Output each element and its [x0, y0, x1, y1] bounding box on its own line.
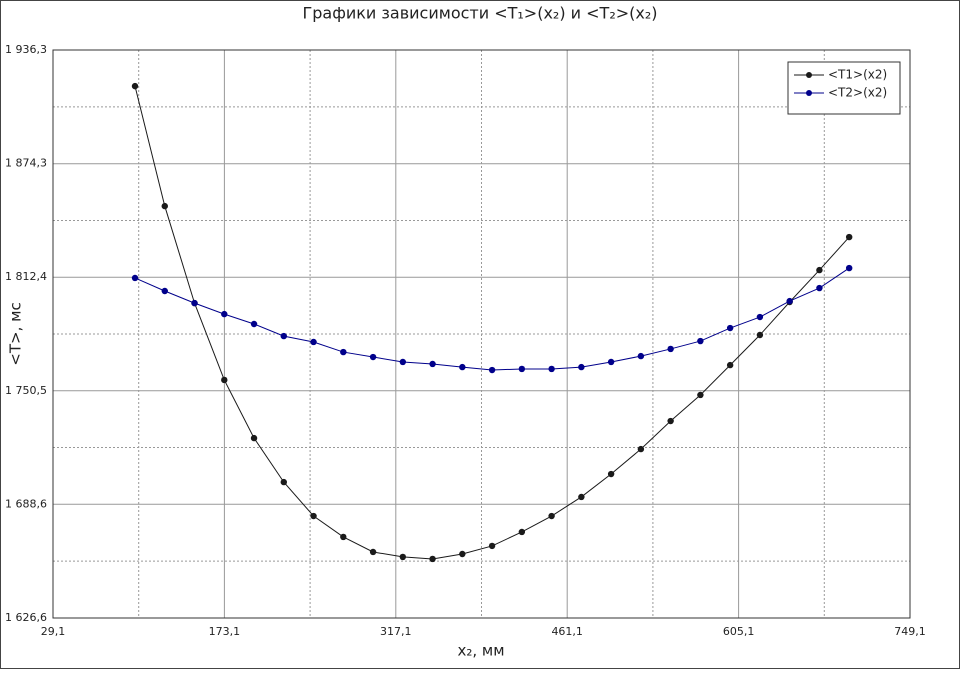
data-point [756, 331, 764, 339]
data-point [726, 324, 734, 332]
data-point [161, 287, 168, 295]
legend-marker [806, 90, 812, 96]
data-point [726, 361, 734, 369]
data-point [131, 274, 139, 282]
data-point [518, 365, 526, 373]
legend-label: <T1>(x2) [828, 68, 887, 82]
x-tick-label: 605,1 [723, 625, 755, 638]
data-point [340, 348, 347, 356]
data-point [756, 313, 764, 321]
data-point [637, 445, 645, 453]
y-tick-label: 1 750,5 [5, 384, 47, 397]
data-point [310, 338, 317, 346]
data-point [340, 533, 347, 541]
y-axis-label: <T>, мс [7, 302, 25, 365]
data-point [667, 417, 674, 425]
data-point [369, 548, 377, 556]
data-point [488, 542, 496, 550]
data-point [250, 434, 258, 442]
data-point [399, 553, 407, 561]
data-point [369, 353, 377, 361]
chart-title: Графики зависимости <T₁>(x₂) и <T₂>(x₂) [302, 4, 657, 23]
data-point [548, 365, 555, 373]
data-point [488, 366, 496, 374]
data-point [250, 320, 258, 328]
data-point [667, 345, 674, 353]
data-point [845, 264, 853, 272]
y-tick-label: 1 812,4 [5, 270, 47, 283]
data-point [518, 528, 526, 536]
data-point [191, 299, 198, 307]
plot-area [52, 49, 911, 619]
x-tick-label: 173,1 [209, 625, 241, 638]
y-tick-label: 1 936,3 [5, 43, 47, 56]
x-tick-label: 461,1 [551, 625, 583, 638]
data-point [221, 310, 228, 318]
data-point [845, 233, 853, 241]
data-point [578, 493, 585, 501]
data-point [607, 470, 615, 478]
y-tick-label: 1 626,6 [5, 611, 47, 624]
data-point [697, 337, 704, 345]
x-axis-label: x₂, мм [457, 642, 504, 660]
data-point [637, 352, 645, 360]
data-point [607, 358, 615, 366]
data-point [548, 512, 555, 520]
legend-marker [806, 72, 812, 78]
legend-label: <T2>(x2) [828, 86, 887, 100]
data-point [429, 360, 436, 368]
data-point [786, 297, 793, 305]
data-point [578, 363, 585, 371]
data-point [310, 512, 317, 520]
data-point [280, 478, 287, 486]
x-tick-label: 29,1 [41, 625, 66, 638]
data-point [131, 82, 139, 90]
legend-box [787, 61, 901, 115]
x-tick-label: 317,1 [380, 625, 412, 638]
data-point [280, 332, 287, 340]
data-point [459, 550, 466, 558]
data-point [429, 555, 436, 563]
data-point [221, 376, 228, 384]
y-tick-label: 1 688,6 [5, 497, 47, 510]
data-point [459, 363, 466, 371]
data-point [697, 391, 704, 399]
y-tick-label: 1 874,3 [5, 157, 47, 170]
data-point [816, 266, 823, 274]
data-point [161, 202, 168, 210]
data-point [816, 284, 823, 292]
data-point [399, 358, 407, 366]
x-tick-label: 749,1 [894, 625, 926, 638]
